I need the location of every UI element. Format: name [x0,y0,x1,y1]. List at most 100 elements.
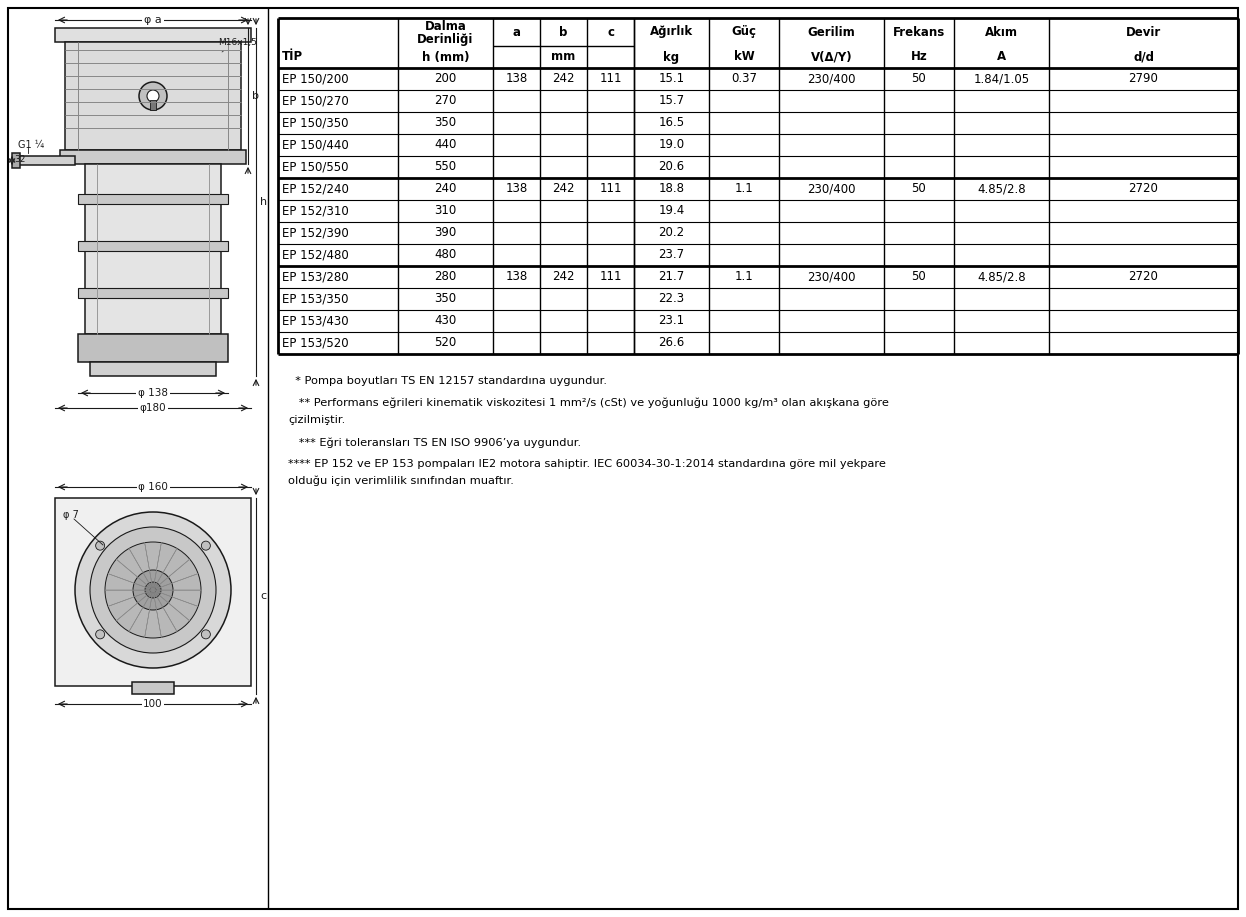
Text: Frekans: Frekans [893,26,946,39]
Text: 50: 50 [912,182,926,195]
Text: h: h [260,197,267,207]
Text: a: a [512,26,521,39]
Text: 20.2: 20.2 [658,226,684,239]
Text: 230/400: 230/400 [807,182,856,195]
Text: Gerilim: Gerilim [807,26,855,39]
Circle shape [202,630,211,639]
Text: 50: 50 [912,271,926,283]
Text: 111: 111 [599,271,622,283]
Circle shape [140,82,167,110]
Text: 138: 138 [506,182,527,195]
Text: 230/400: 230/400 [807,271,856,283]
Circle shape [145,582,161,598]
Text: kW: kW [734,50,754,63]
Bar [55,498,250,686]
Circle shape [147,90,159,102]
Text: 310: 310 [435,204,456,217]
Circle shape [202,541,211,550]
Bar [150,100,156,110]
Circle shape [150,587,156,593]
Circle shape [75,512,231,668]
Circle shape [133,570,173,610]
Bar [85,164,221,334]
Text: c: c [607,26,614,39]
Text: 440: 440 [435,138,457,151]
Text: 350: 350 [435,116,456,129]
Text: h (mm): h (mm) [421,50,470,63]
Text: b: b [559,26,568,39]
Text: EP 150/350: EP 150/350 [282,116,349,129]
Text: 111: 111 [599,182,622,195]
Text: 270: 270 [435,94,457,107]
Text: 550: 550 [435,160,456,173]
Circle shape [96,541,105,550]
Text: φ180: φ180 [140,403,166,413]
Text: 2720: 2720 [1129,182,1159,195]
Text: EP 152/240: EP 152/240 [282,182,349,195]
Text: 2720: 2720 [1129,271,1159,283]
Text: 111: 111 [599,72,622,85]
Text: 22.3: 22.3 [658,293,684,305]
Text: 242: 242 [552,72,574,85]
Text: V(Δ/Y): V(Δ/Y) [811,50,852,63]
Text: 2790: 2790 [1129,72,1159,85]
Text: 242: 242 [552,271,574,283]
Text: EP 150/440: EP 150/440 [282,138,349,151]
Bar [90,362,216,376]
Text: 1.1: 1.1 [735,271,754,283]
Text: **** EP 152 ve EP 153 pompaları IE2 motora sahiptir. IEC 60034-30-1:2014 standar: **** EP 152 ve EP 153 pompaları IE2 moto… [288,459,886,469]
Bar [132,682,174,694]
Text: EP 153/350: EP 153/350 [282,293,349,305]
Text: Derinliği: Derinliği [417,34,473,47]
Text: 280: 280 [435,271,456,283]
Text: 1.1: 1.1 [735,182,754,195]
Text: EP 153/520: EP 153/520 [282,337,349,349]
Text: EP 153/280: EP 153/280 [282,271,349,283]
Text: d/d: d/d [1133,50,1154,63]
Text: Güç: Güç [731,26,756,39]
Text: 350: 350 [435,293,456,305]
Circle shape [96,630,105,639]
Text: φ a: φ a [145,15,162,25]
Text: Ağırlık: Ağırlık [650,26,693,39]
Text: M16x1,5: M16x1,5 [218,38,257,52]
Text: 21.7: 21.7 [658,271,684,283]
Text: 19.4: 19.4 [658,204,684,217]
Bar [15,156,75,165]
Text: 23.1: 23.1 [658,315,684,327]
Text: 1.84/1.05: 1.84/1.05 [973,72,1029,85]
Text: 32: 32 [14,156,25,164]
Text: 240: 240 [435,182,457,195]
Text: 100: 100 [143,699,163,709]
Circle shape [105,542,201,638]
Text: 138: 138 [506,72,527,85]
Text: A: A [997,50,1006,63]
Text: 20.6: 20.6 [658,160,684,173]
Text: çizilmiştir.: çizilmiştir. [288,415,345,425]
Text: 50: 50 [912,72,926,85]
Bar [78,288,228,298]
Text: 390: 390 [435,226,456,239]
Text: EP 152/390: EP 152/390 [282,226,349,239]
Text: 0.37: 0.37 [731,72,758,85]
Bar [55,28,250,42]
Text: 520: 520 [435,337,456,349]
Text: EP 152/480: EP 152/480 [282,249,349,261]
Text: mm: mm [552,50,576,63]
Text: 16.5: 16.5 [658,116,684,129]
Text: c: c [260,591,267,601]
Bar [78,194,228,204]
Text: 19.0: 19.0 [658,138,684,151]
Text: 23.7: 23.7 [658,249,684,261]
Bar [60,150,245,164]
Text: olduğu için verimlilik sınıfından muaftır.: olduğu için verimlilik sınıfından muaftı… [288,476,513,487]
Text: EP 150/550: EP 150/550 [282,160,349,173]
Bar [12,153,20,168]
Text: 230/400: 230/400 [807,72,856,85]
Text: G1 ¼: G1 ¼ [17,140,45,150]
Text: ** Performans eğrileri kinematik viskozitesi 1 mm²/s (cSt) ve yoğunluğu 1000 kg/: ** Performans eğrileri kinematik viskozi… [288,398,888,408]
Text: φ 160: φ 160 [138,482,168,492]
Text: EP 150/200: EP 150/200 [282,72,349,85]
Text: Hz: Hz [911,50,927,63]
Text: 430: 430 [435,315,456,327]
